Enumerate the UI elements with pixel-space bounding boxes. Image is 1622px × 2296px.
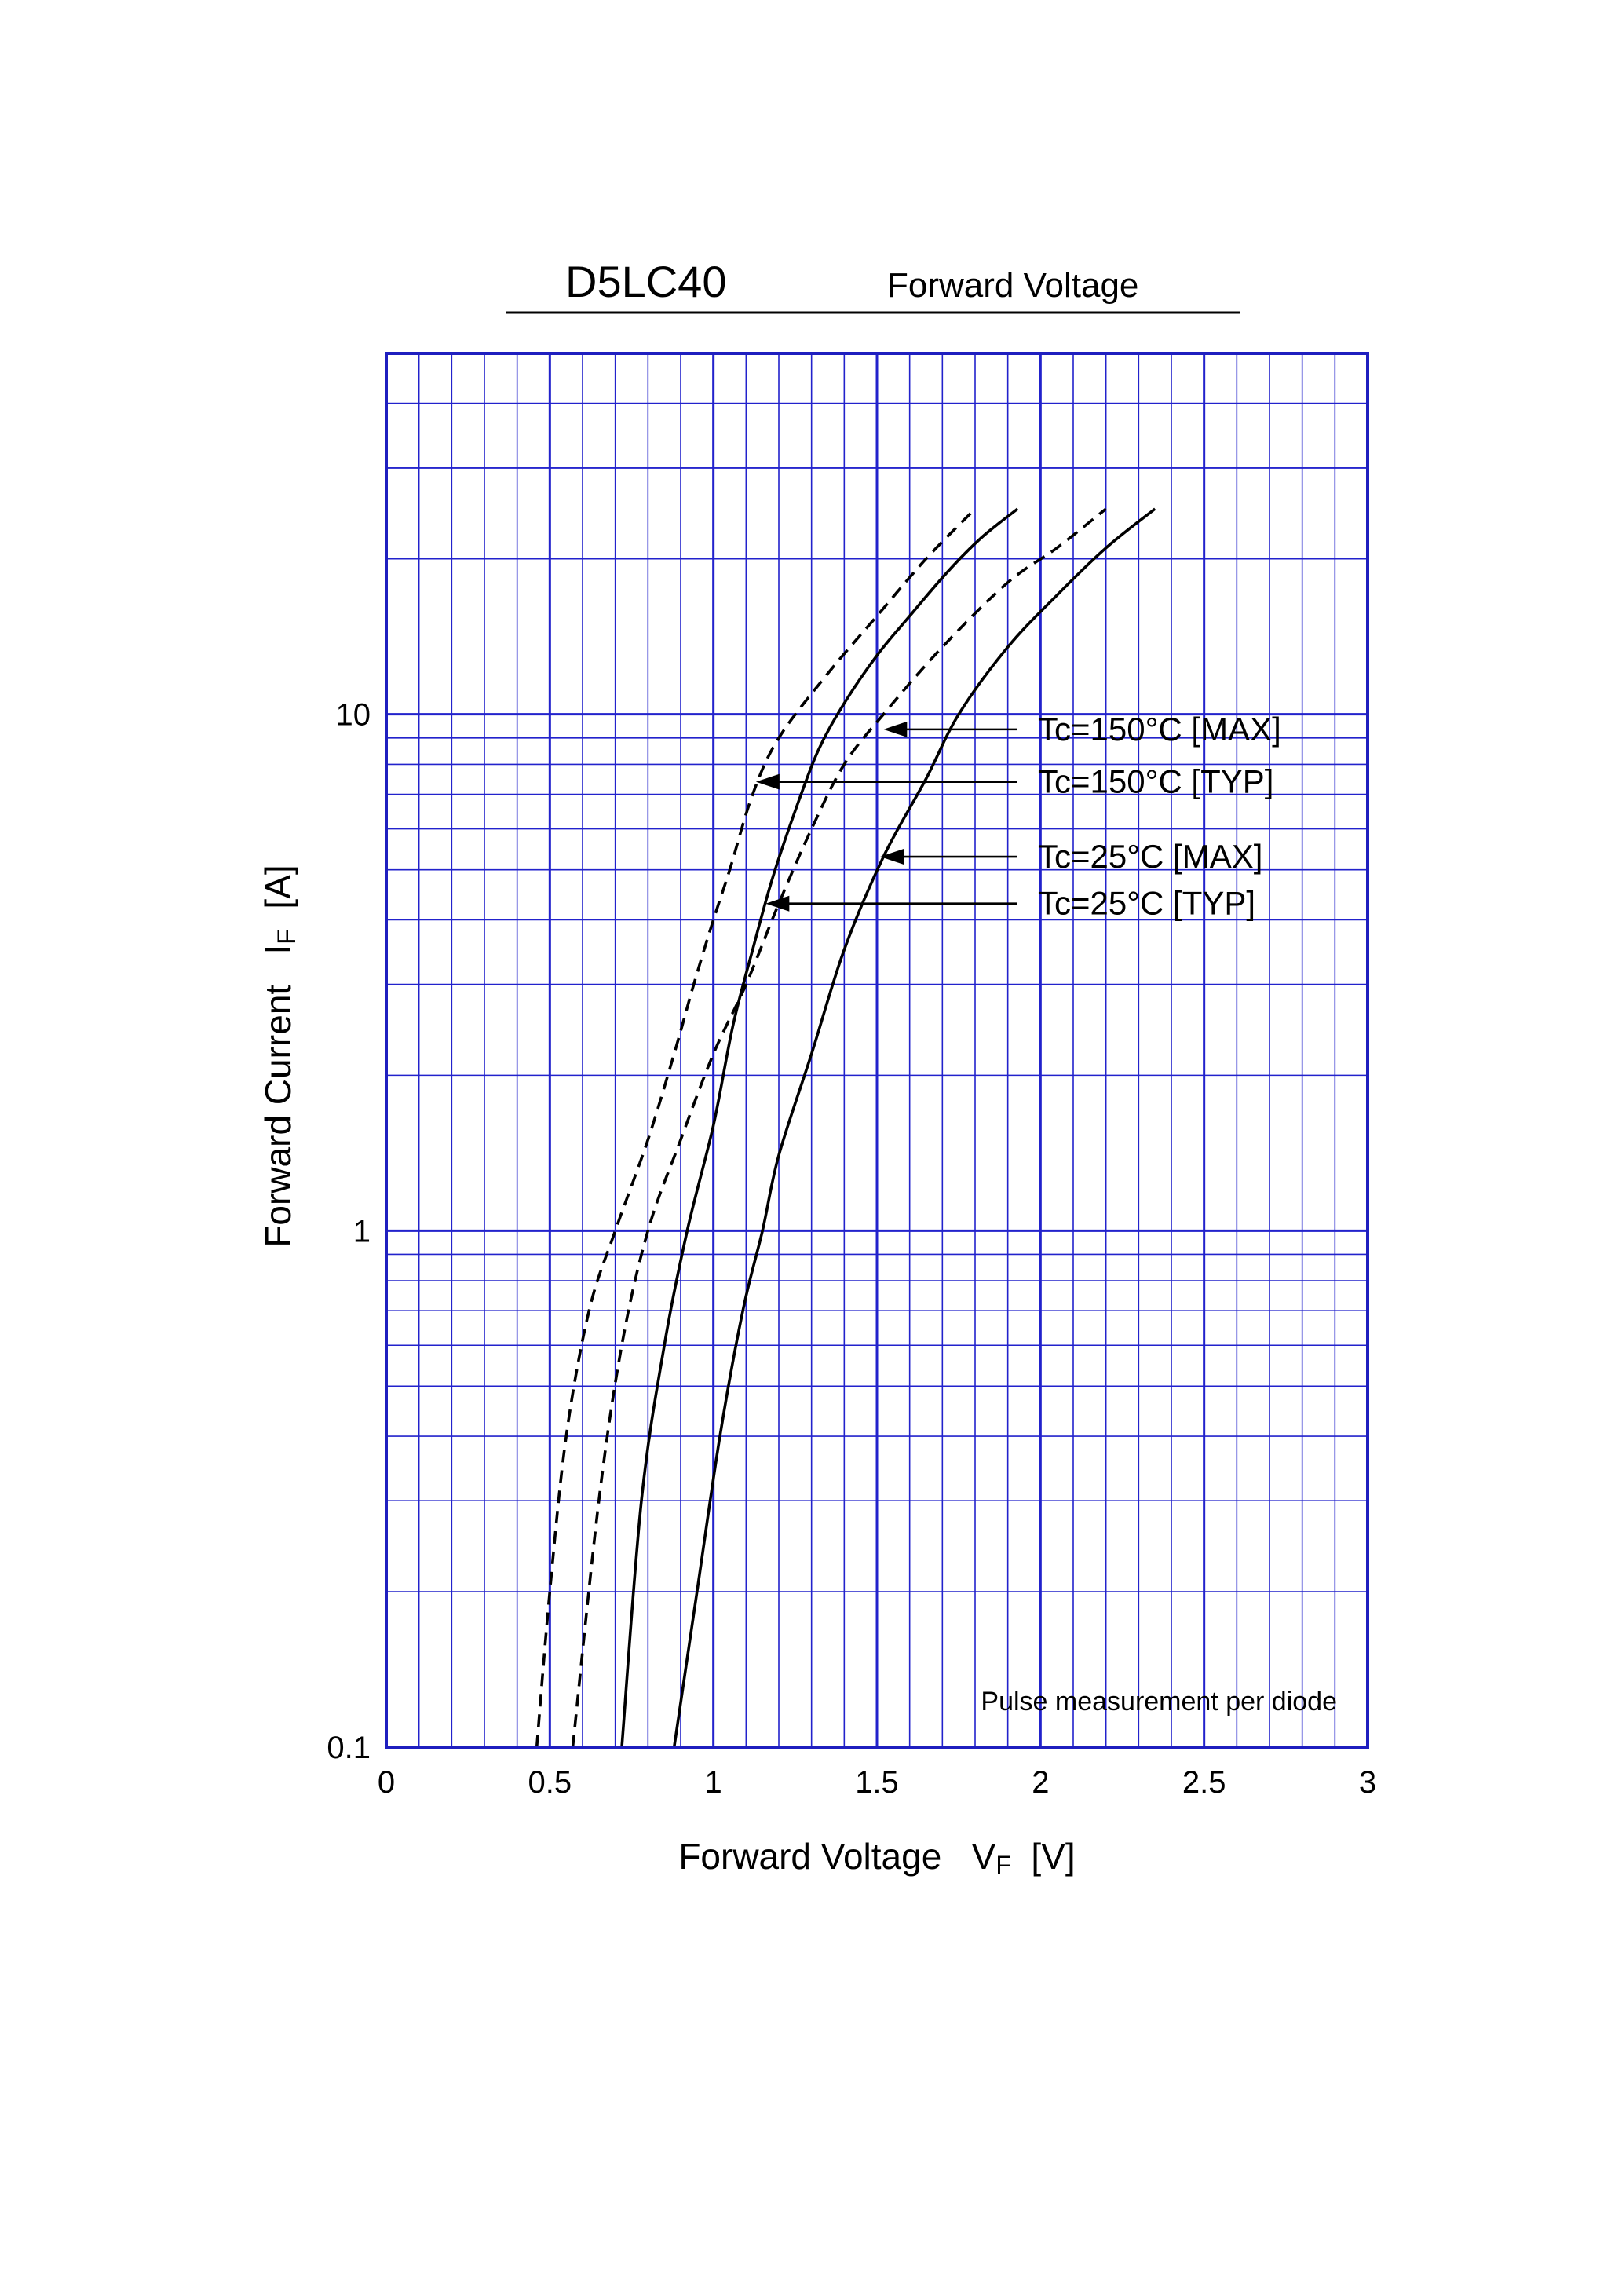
y-tick-label: 0.1 xyxy=(327,1731,371,1765)
x-tick-label: 3 xyxy=(1359,1765,1376,1800)
curves xyxy=(535,507,1156,1748)
x-tick-label: 1 xyxy=(705,1765,722,1800)
x-tick-label: 2 xyxy=(1032,1765,1049,1800)
plot-grid xyxy=(385,353,1369,1749)
measurement-note: Pulse measurement per diode xyxy=(981,1687,1337,1717)
chart-model: D5LC40 xyxy=(565,257,726,306)
x-tick-label: 2.5 xyxy=(1182,1765,1226,1800)
annotation-label: Tc=150°C [MAX] xyxy=(1038,711,1281,748)
annotation-arrowhead xyxy=(765,895,790,912)
series-line-2 xyxy=(672,507,1156,1748)
y-axis-label: Forward Current IF [A] xyxy=(258,865,301,1247)
annotation-label: Tc=25°C [TYP] xyxy=(1038,885,1255,922)
annotation-arrowhead xyxy=(883,721,908,737)
x-tick-label: 0 xyxy=(378,1765,395,1800)
series-line-3 xyxy=(620,507,1019,1748)
annotations: Tc=150°C [MAX] Tc=150°C [TYP] Tc=25°C [MAX… xyxy=(755,711,1281,922)
plot-frame xyxy=(385,352,1369,1749)
y-tick-labels: 0.1 1 10 xyxy=(327,698,371,1765)
x-axis-label: Forward Voltage VF [V] xyxy=(678,1836,1075,1879)
series-line-0 xyxy=(571,507,1107,1748)
annotation-arrowhead xyxy=(755,773,780,790)
x-tick-label: 1.5 xyxy=(855,1765,899,1800)
annotation-label: Tc=25°C [MAX] xyxy=(1038,838,1262,875)
x-tick-label: 0.5 xyxy=(528,1765,572,1800)
y-tick-label: 1 xyxy=(353,1214,371,1249)
annotation-arrowhead xyxy=(880,849,904,865)
annotation-label: Tc=150°C [TYP] xyxy=(1038,763,1273,800)
series-line-1 xyxy=(535,507,977,1748)
x-tick-labels: 0 0.5 1 1.5 2 2.5 3 xyxy=(378,1765,1376,1800)
y-tick-label: 10 xyxy=(336,698,371,733)
chart-title: Forward Voltage xyxy=(887,266,1138,305)
